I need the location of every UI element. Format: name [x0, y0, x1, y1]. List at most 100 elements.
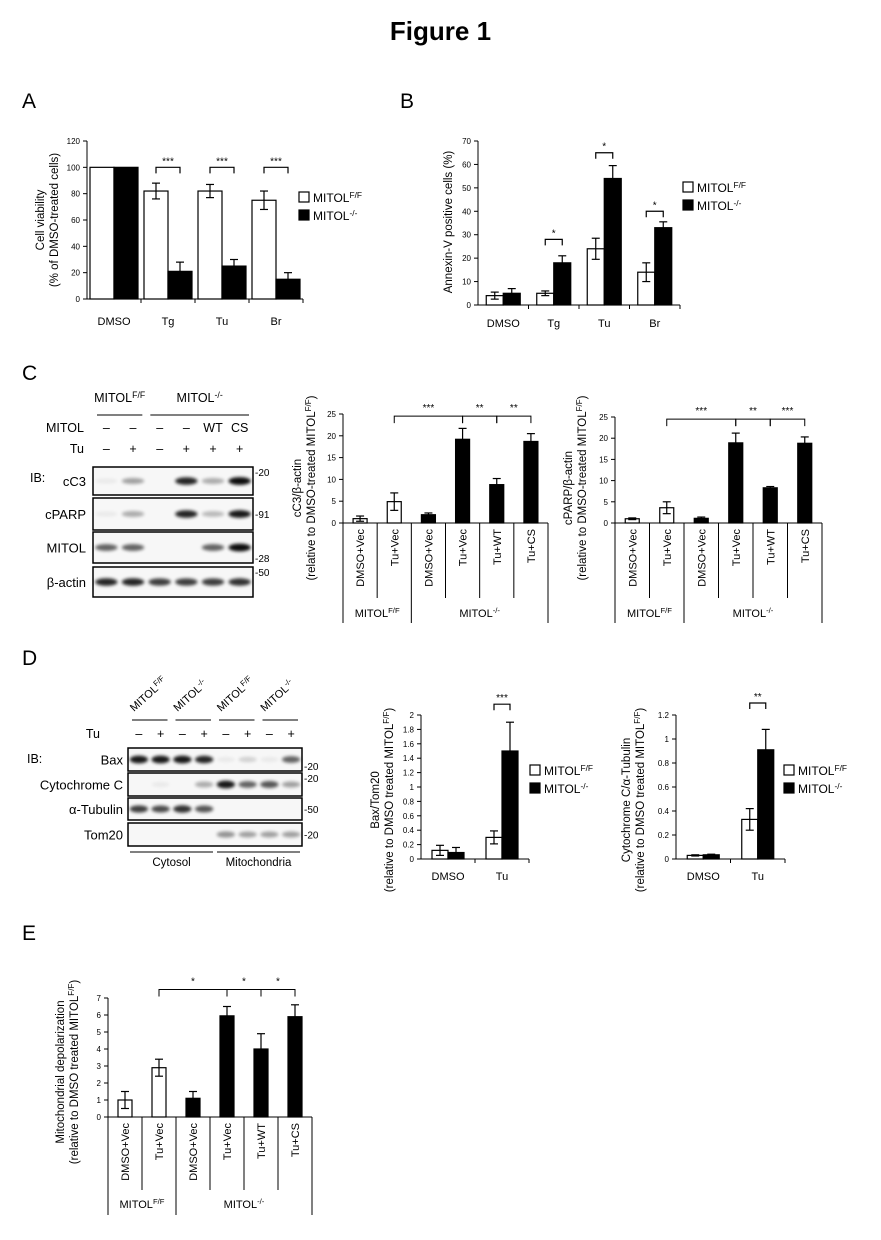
legend-label: MITOLF/F	[697, 180, 746, 195]
blot-row-label: cC3	[63, 474, 86, 489]
fraction-label: Cytosol	[152, 857, 190, 869]
text-segment: MITOL	[627, 608, 660, 620]
text-segment: IB:	[30, 471, 45, 485]
text-segment: 20	[327, 432, 336, 441]
y-tick-label: 0.8	[658, 759, 670, 768]
text-segment: Annexin-V positive cells (%)	[443, 151, 455, 294]
superscript: -/-	[733, 198, 741, 208]
legend-swatch	[783, 764, 795, 776]
text-segment: Mitochondria	[226, 857, 292, 869]
y-tick-label: 0	[97, 1113, 102, 1122]
bar	[523, 440, 539, 524]
blot-membrane	[92, 531, 254, 564]
text-segment: 0.6	[658, 783, 670, 792]
category-label: Tu	[598, 318, 610, 330]
y-tick-label: 40	[71, 242, 80, 251]
y-tick-label: 2	[97, 1079, 102, 1088]
text-segment: MITOL	[313, 209, 350, 223]
superscript: -/-	[215, 390, 223, 400]
text-segment: Bax	[101, 753, 124, 768]
y-tick-label: 3	[97, 1062, 102, 1071]
protein-band	[238, 781, 257, 788]
text-segment: Br	[271, 316, 282, 328]
blot-row-label: Tom20	[84, 828, 123, 843]
group-label: MITOL-/-	[459, 606, 500, 620]
condition-value: +	[236, 442, 243, 456]
text-segment: MITOL	[94, 391, 132, 405]
protein-band	[95, 478, 118, 484]
condition-label: MITOL	[46, 421, 84, 435]
text-segment: *	[552, 228, 556, 239]
text-segment: MITOL	[355, 608, 388, 620]
category-label: Br	[649, 318, 660, 330]
panel-label-e: E	[22, 922, 37, 945]
text-segment: MITOL	[697, 181, 734, 195]
chart-e: 0 1 2 3 4 5 6 7 DMSO+Vec Tu+Vec DMSO+Vec Tu+Vec Tu+W…	[55, 977, 313, 1215]
text-segment: 2	[97, 1079, 102, 1088]
y-tick-label: 60	[71, 216, 80, 225]
category-label: DMSO+Vec	[188, 1123, 200, 1181]
text-segment: MITOL	[177, 391, 215, 405]
y-tick-label: 0	[467, 301, 472, 310]
legend-label: MITOL-/-	[697, 198, 742, 213]
text-segment: DMSO+Vec	[120, 1123, 132, 1181]
condition-value: –	[266, 727, 273, 741]
text-segment: 6	[97, 1011, 102, 1020]
significance-bracket	[493, 703, 511, 711]
condition-value: –	[156, 421, 163, 435]
text-segment: Cytosol	[152, 857, 190, 869]
text-segment: 1.8	[403, 725, 415, 734]
condition-value: –	[156, 442, 163, 456]
category-label: DMSO+Vec	[120, 1123, 132, 1181]
genotype-header: MITOLF/F	[214, 674, 257, 715]
text-segment: 0.8	[658, 759, 670, 768]
text-segment: 0	[97, 1113, 102, 1122]
blot-membrane	[127, 822, 303, 847]
text-segment: )	[384, 708, 396, 712]
significance-bracket	[735, 418, 771, 427]
text-segment: -50	[304, 805, 319, 816]
superscript: -/-	[349, 208, 357, 218]
significance-bracket	[666, 418, 737, 427]
category-label: DMSO+Vec	[423, 529, 435, 587]
condition-value: +	[129, 442, 136, 456]
protein-band	[95, 544, 118, 551]
text-segment: –	[103, 421, 110, 435]
text-segment: Cytochrome C/α-Tubulin	[621, 738, 633, 862]
superscript: -/-	[493, 606, 501, 615]
text-segment: MITOL	[798, 782, 835, 796]
text-segment: MITOL	[544, 764, 581, 778]
category-label: Tu+Vec	[222, 1123, 234, 1161]
protein-band	[148, 578, 171, 586]
text-segment: 0	[604, 519, 609, 528]
text-segment: Tu+Vec	[731, 529, 743, 567]
y-axis-label: cC3/β-actin	[292, 459, 304, 517]
y-tick-label: 1.6	[403, 740, 415, 749]
text-segment: –	[266, 727, 273, 741]
y-tick-label: 5	[604, 498, 609, 507]
category-label: DMSO+Vec	[696, 529, 708, 587]
text-segment: 4	[97, 1045, 102, 1054]
condition-value: –	[130, 421, 137, 435]
y-tick-label: 25	[327, 410, 336, 419]
text-segment: *	[276, 977, 280, 988]
y-tick-label: 0	[410, 855, 415, 864]
text-segment: **	[749, 406, 757, 417]
ib-label: IB:	[27, 752, 42, 766]
text-segment: Tu+CS	[800, 529, 812, 563]
text-segment: Tu	[216, 316, 228, 328]
y-tick-label: 30	[462, 231, 471, 240]
bar	[89, 166, 115, 300]
text-segment: 15	[327, 454, 336, 463]
category-label: Tu+WT	[492, 529, 504, 565]
panel-label-b: B	[400, 90, 415, 113]
text-segment: 1	[410, 783, 415, 792]
y-tick-label: 15	[327, 454, 336, 463]
category-label: Tu+WT	[256, 1123, 268, 1159]
molecular-weight-marker: -50	[255, 568, 270, 579]
y-axis-label: (relative to DMSO treated MITOLF/F)	[633, 708, 647, 893]
text-segment: +	[287, 727, 294, 741]
group-label: MITOLF/F	[355, 606, 400, 620]
blot-row-label: cPARP	[45, 507, 86, 522]
legend-label: MITOL-/-	[544, 781, 589, 796]
